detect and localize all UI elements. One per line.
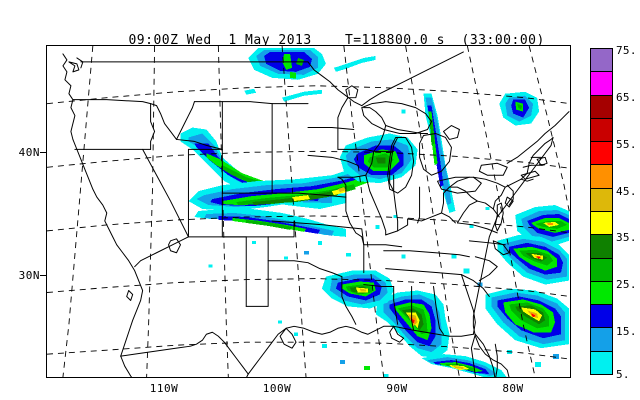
colorbar xyxy=(590,48,613,375)
precip-midwest-band xyxy=(188,151,406,212)
colorbar-segment-50 xyxy=(591,165,612,189)
colorbar-segment-65 xyxy=(591,95,612,119)
colorbar-label-25: 25. xyxy=(616,278,637,291)
colorbar-segment-40 xyxy=(591,211,612,236)
precip-upper-midwest xyxy=(339,133,418,184)
colorbar-label-15: 15. xyxy=(616,325,637,338)
title-text: 09:00Z Wed 1 May 2013 T=118800.0 s (33:0… xyxy=(128,33,545,48)
colorbar-label-65: 65. xyxy=(616,91,637,104)
x-axis-label-100w: 100W xyxy=(262,382,292,395)
precipitation-field xyxy=(180,47,570,377)
precip-northeast xyxy=(499,91,540,126)
precip-northern-plains xyxy=(248,47,326,80)
colorbar-label-55: 55. xyxy=(616,138,637,151)
map-canvas xyxy=(47,46,570,377)
y-axis-tick-30n xyxy=(40,275,46,277)
precip-ohio-valley-line xyxy=(423,93,456,213)
colorbar-segment-55 xyxy=(591,142,612,166)
colorbar-segment-60 xyxy=(591,118,612,143)
y-axis-tick-40n xyxy=(40,152,46,154)
colorbar-segment-25 xyxy=(591,281,612,306)
colorbar-segment-5 xyxy=(591,351,612,374)
map-geography xyxy=(62,51,570,377)
page-title: 09:00Z Wed 1 May 2013 T=118800.0 s (33:0… xyxy=(0,17,640,65)
colorbar-segment-15 xyxy=(591,328,612,352)
x-axis-label-110w: 110W xyxy=(149,382,179,395)
colorbar-segment-45 xyxy=(591,188,612,212)
colorbar-segment-70 xyxy=(591,72,612,96)
precip-florida-line xyxy=(421,354,507,377)
x-axis-label-80w: 80W xyxy=(502,382,524,395)
colorbar-label-35: 35. xyxy=(616,231,637,244)
x-axis-label-90w: 90W xyxy=(386,382,408,395)
y-axis-label-40n: 40N xyxy=(18,146,40,159)
colorbar-label-75: 75. xyxy=(616,44,637,57)
colorbar-label-5: 5. xyxy=(616,368,630,381)
colorbar-segment-35 xyxy=(591,235,612,259)
graticule xyxy=(47,46,570,377)
colorbar-segment-30 xyxy=(591,258,612,282)
map-plot-area xyxy=(46,45,571,378)
colorbar-segment-75 xyxy=(591,49,612,73)
precip-northern-streaks xyxy=(244,55,376,102)
precip-gulf-coast xyxy=(321,270,450,359)
precip-atlantic-offshore xyxy=(485,205,570,349)
colorbar-segment-20 xyxy=(591,305,612,329)
colorbar-label-45: 45. xyxy=(616,185,637,198)
y-axis-label-30n: 30N xyxy=(18,269,40,282)
precip-southern-plains xyxy=(194,209,346,237)
